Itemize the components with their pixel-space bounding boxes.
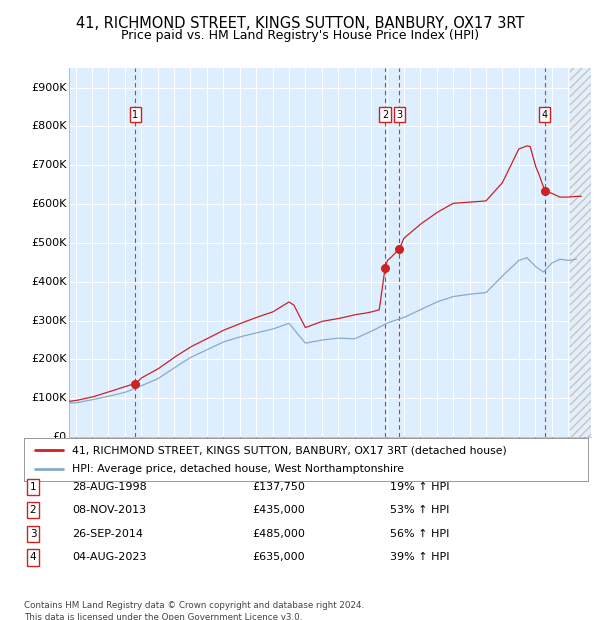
Text: £200K: £200K — [31, 355, 67, 365]
Text: £485,000: £485,000 — [252, 529, 305, 539]
Text: 1: 1 — [29, 482, 37, 492]
Text: 41, RICHMOND STREET, KINGS SUTTON, BANBURY, OX17 3RT (detached house): 41, RICHMOND STREET, KINGS SUTTON, BANBU… — [72, 445, 506, 455]
Text: 39% ↑ HPI: 39% ↑ HPI — [390, 552, 449, 562]
Text: 2: 2 — [29, 505, 37, 515]
Text: 1: 1 — [133, 110, 139, 120]
Text: 08-NOV-2013: 08-NOV-2013 — [72, 505, 146, 515]
Text: This data is licensed under the Open Government Licence v3.0.: This data is licensed under the Open Gov… — [24, 613, 302, 620]
Text: £700K: £700K — [31, 161, 67, 171]
Text: Contains HM Land Registry data © Crown copyright and database right 2024.: Contains HM Land Registry data © Crown c… — [24, 601, 364, 611]
Text: £800K: £800K — [31, 122, 67, 131]
Text: 41, RICHMOND STREET, KINGS SUTTON, BANBURY, OX17 3RT: 41, RICHMOND STREET, KINGS SUTTON, BANBU… — [76, 16, 524, 30]
Text: £300K: £300K — [31, 316, 67, 326]
Text: £100K: £100K — [31, 393, 67, 403]
Text: £500K: £500K — [31, 238, 67, 248]
Text: HPI: Average price, detached house, West Northamptonshire: HPI: Average price, detached house, West… — [72, 464, 404, 474]
Text: 4: 4 — [542, 110, 548, 120]
Text: £0: £0 — [52, 432, 67, 442]
Text: 4: 4 — [29, 552, 37, 562]
Text: Price paid vs. HM Land Registry's House Price Index (HPI): Price paid vs. HM Land Registry's House … — [121, 29, 479, 42]
Text: 26-SEP-2014: 26-SEP-2014 — [72, 529, 143, 539]
Text: 56% ↑ HPI: 56% ↑ HPI — [390, 529, 449, 539]
Text: 04-AUG-2023: 04-AUG-2023 — [72, 552, 146, 562]
Text: 19% ↑ HPI: 19% ↑ HPI — [390, 482, 449, 492]
Text: 2: 2 — [382, 110, 388, 120]
Text: £137,750: £137,750 — [252, 482, 305, 492]
Text: £635,000: £635,000 — [252, 552, 305, 562]
Text: 3: 3 — [29, 529, 37, 539]
Text: 28-AUG-1998: 28-AUG-1998 — [72, 482, 147, 492]
Text: £400K: £400K — [31, 277, 67, 287]
Text: 53% ↑ HPI: 53% ↑ HPI — [390, 505, 449, 515]
Text: 3: 3 — [397, 110, 403, 120]
Text: £435,000: £435,000 — [252, 505, 305, 515]
Text: £600K: £600K — [31, 199, 67, 209]
Text: £900K: £900K — [31, 82, 67, 92]
